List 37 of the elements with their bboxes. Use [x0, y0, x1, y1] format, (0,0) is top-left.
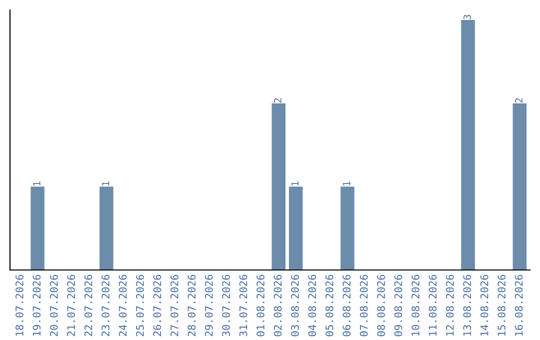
- data-label: 1: [33, 181, 40, 186]
- x-tick-label: 04.08.2026: [308, 274, 316, 336]
- x-tick-label: 11.08.2026: [428, 274, 437, 336]
- x-tick-label: 01.08.2026: [256, 274, 264, 336]
- x-tick-label: 02.08.2026: [274, 274, 282, 336]
- x-tick-label: 06.08.2026: [342, 274, 351, 336]
- x-tick-label: 26.07.2026: [153, 274, 162, 336]
- x-tick-label: 27.07.2026: [170, 274, 178, 336]
- x-tick-label: 19.07.2026: [32, 274, 41, 336]
- data-label: 2: [274, 98, 282, 103]
- x-tick-label: 14.08.2026: [480, 274, 488, 336]
- x-tick-label: 29.07.2026: [204, 274, 213, 336]
- data-label: 2: [515, 98, 522, 103]
- x-tick-label: 31.07.2026: [239, 274, 248, 336]
- x-tick-label: 08.08.2026: [377, 274, 385, 336]
- x-tick-label: 18.07.2026: [16, 274, 24, 336]
- x-tick-label: 12.08.2026: [446, 274, 454, 336]
- x-tick-label: 13.08.2026: [463, 274, 472, 336]
- x-tick-label: 24.07.2026: [118, 274, 127, 336]
- x-tick-label: 22.07.2026: [84, 274, 92, 336]
- x-tick-label: 09.08.2026: [394, 274, 402, 336]
- x-tick-label: 07.08.2026: [360, 274, 368, 336]
- x-tick-label: 05.08.2026: [325, 274, 334, 336]
- x-tick-label: 30.07.2026: [222, 274, 230, 336]
- data-label: 3: [464, 14, 471, 20]
- x-tick-label: 03.08.2026: [291, 274, 299, 336]
- data-label: 1: [102, 181, 110, 186]
- x-tick-label: 20.07.2026: [50, 274, 58, 336]
- x-tick-label: 25.07.2026: [136, 274, 144, 336]
- x-tick-label: 15.08.2026: [498, 274, 506, 336]
- x-tick-label: 21.07.2026: [67, 274, 76, 336]
- data-label: 1: [291, 181, 299, 186]
- x-tick-label: 16.08.2026: [514, 274, 523, 336]
- x-tick-label: 23.07.2026: [102, 274, 110, 336]
- x-tick-label: 10.08.2026: [412, 274, 420, 336]
- x-tick-label: 28.07.2026: [188, 274, 196, 336]
- data-label: 1: [343, 181, 350, 186]
